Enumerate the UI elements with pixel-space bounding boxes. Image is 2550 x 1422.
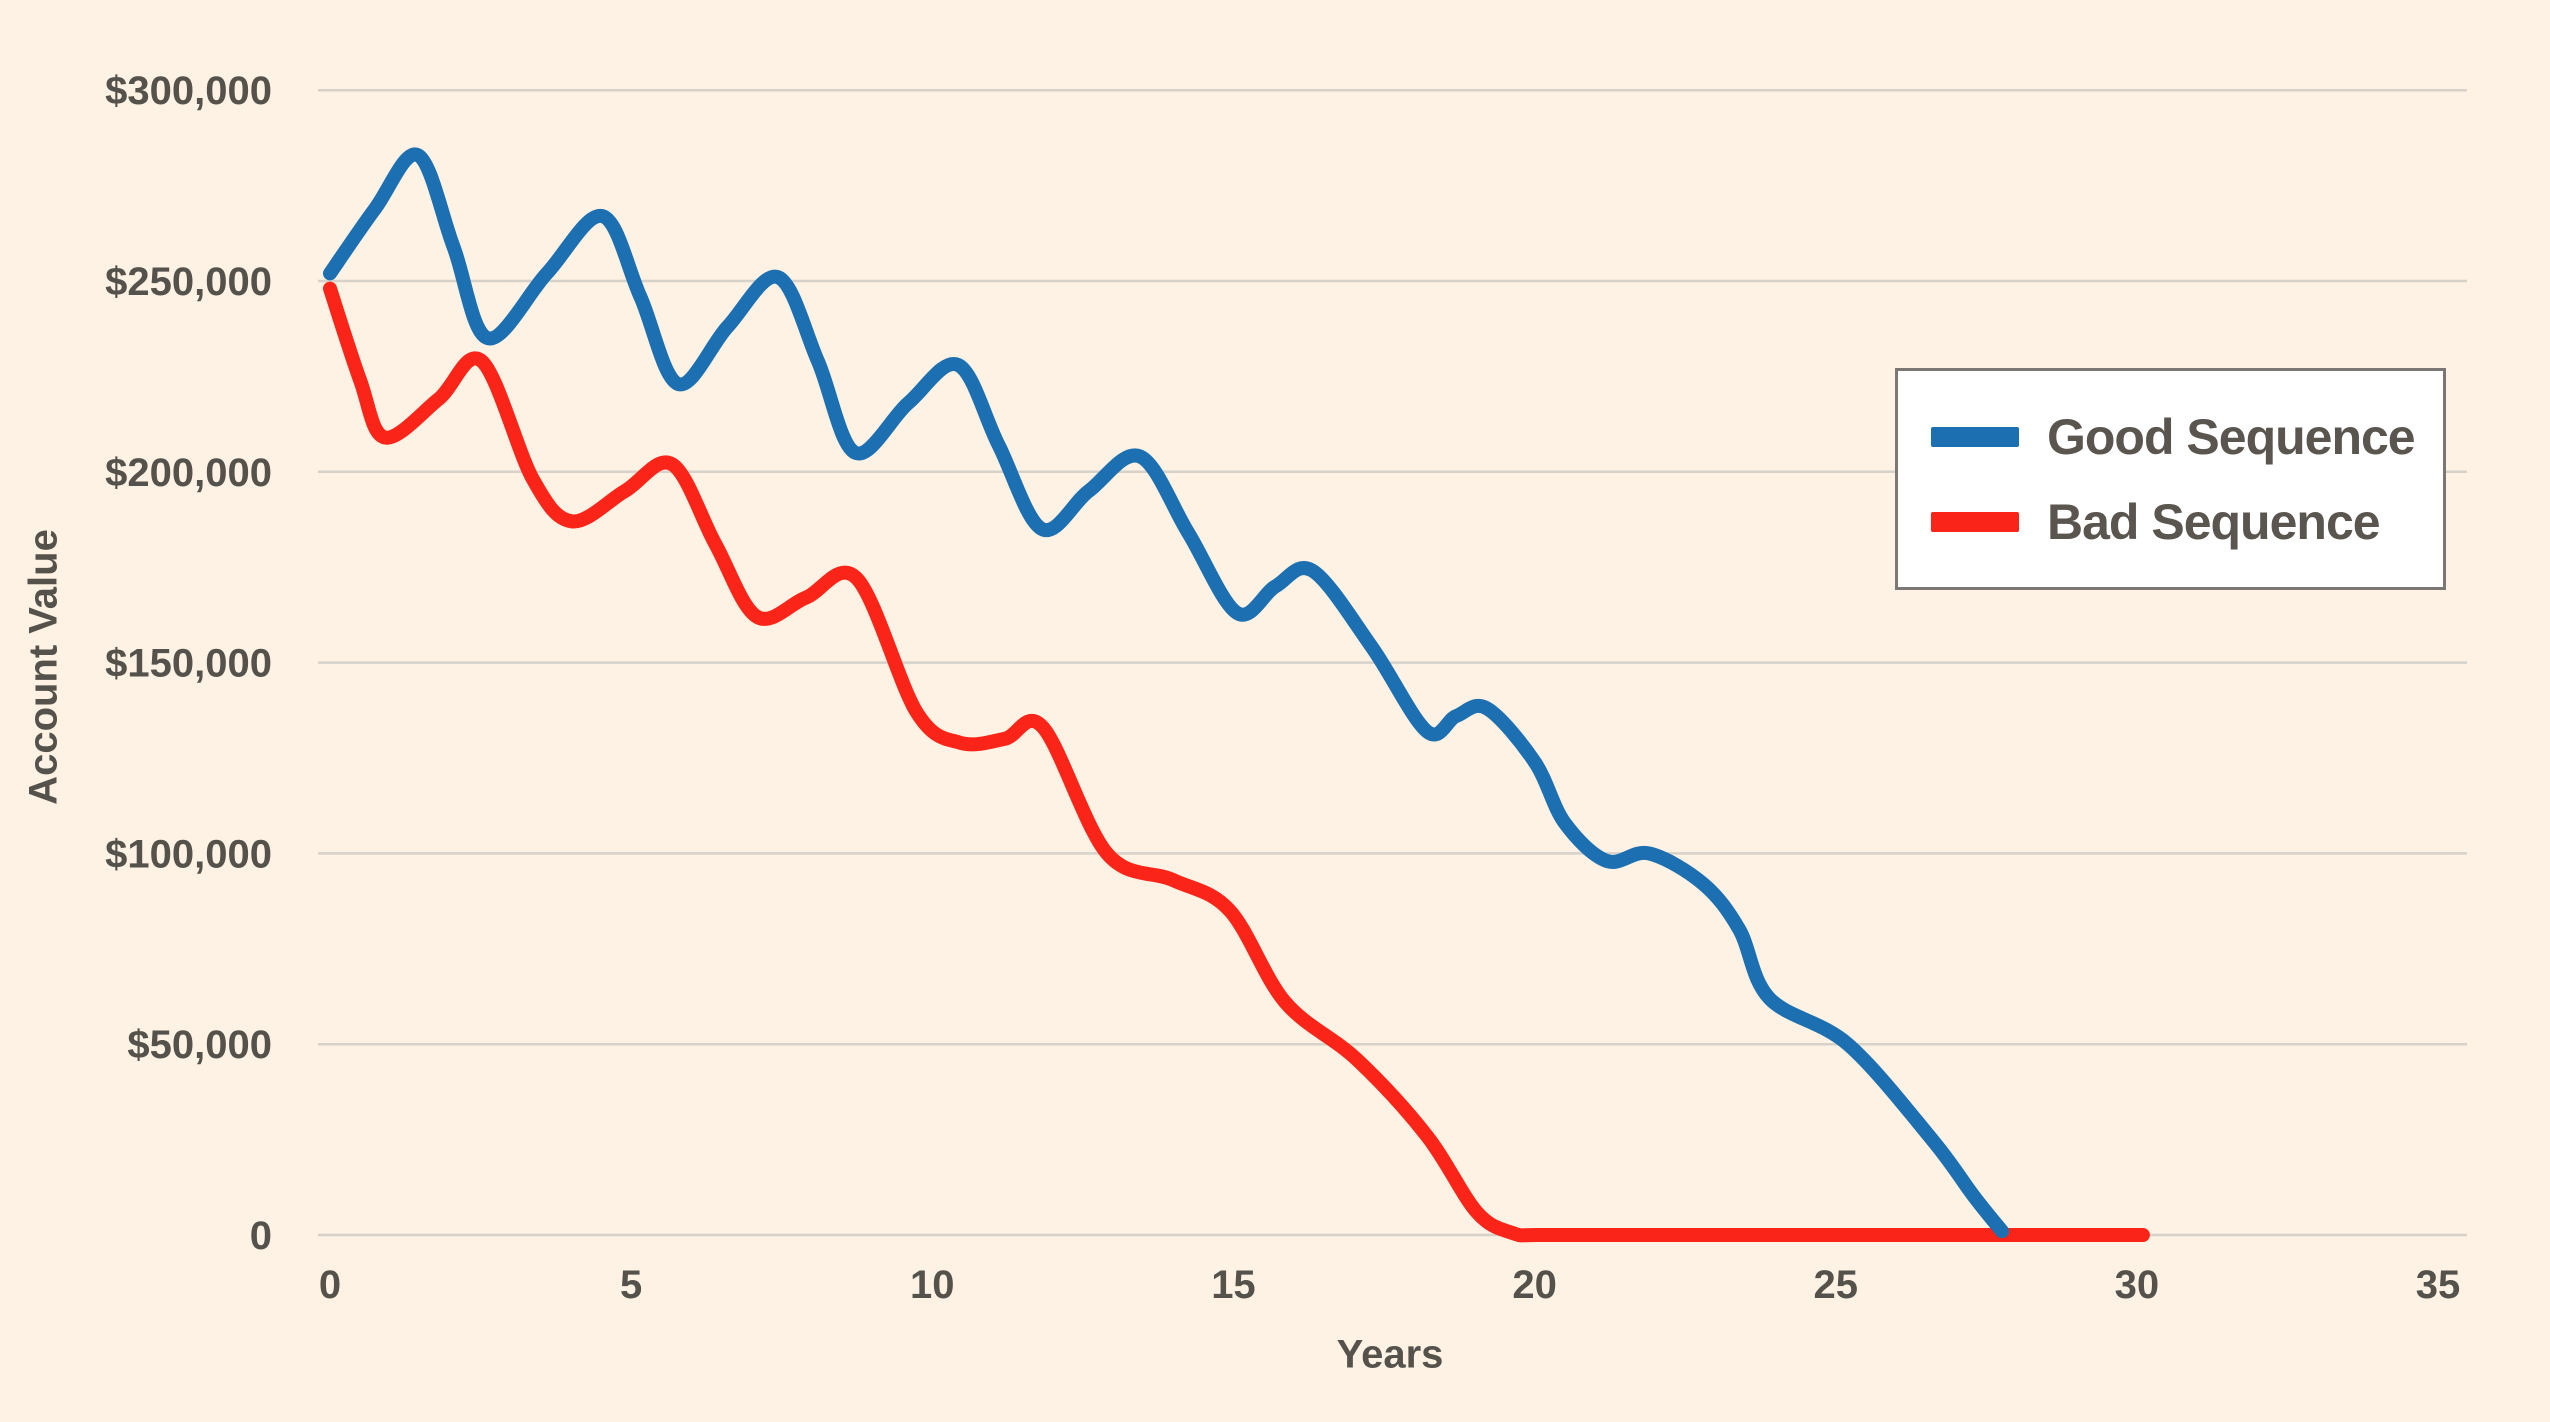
legend-entry: Good Sequence bbox=[1898, 394, 2443, 479]
legend: Good Sequence Bad Sequence bbox=[1895, 368, 2446, 590]
x-tick-label: 30 bbox=[2115, 1263, 2160, 1307]
x-tick-label: 15 bbox=[1211, 1263, 1256, 1307]
series-line-bad-sequence bbox=[323, 281, 2150, 1243]
x-tick-label: 20 bbox=[1512, 1263, 1557, 1307]
legend-label: Good Sequence bbox=[2047, 408, 2416, 465]
x-tick-label: 35 bbox=[2416, 1263, 2461, 1307]
legend-swatch-icon bbox=[1931, 511, 2019, 532]
series-lines bbox=[323, 147, 2150, 1243]
legend-swatch-icon bbox=[1931, 426, 2019, 447]
y-axis-title: Account Value bbox=[21, 529, 66, 805]
series-line-good-sequence bbox=[323, 147, 2009, 1239]
gridlines bbox=[318, 88, 2467, 1237]
x-tick-label: 5 bbox=[620, 1263, 642, 1307]
y-tick-label: 0 bbox=[250, 1214, 272, 1258]
y-tick-label: $50,000 bbox=[127, 1023, 272, 1067]
y-tick-label: $250,000 bbox=[105, 260, 272, 304]
legend-entry: Bad Sequence bbox=[1898, 479, 2443, 564]
y-tick-label: $100,000 bbox=[105, 832, 272, 876]
axis-tick-labels: $300,000 $250,000 $200,000 $150,000 $100,000… bbox=[105, 69, 2460, 1307]
legend-label: Bad Sequence bbox=[2047, 493, 2381, 550]
x-axis-title: Years bbox=[1336, 1332, 1444, 1377]
y-tick-label: $200,000 bbox=[105, 451, 272, 495]
x-tick-label: 10 bbox=[910, 1263, 955, 1307]
x-tick-label: 0 bbox=[319, 1263, 341, 1307]
x-tick-label: 25 bbox=[1814, 1263, 1859, 1307]
y-tick-label: $150,000 bbox=[105, 642, 272, 686]
y-tick-label: $300,000 bbox=[105, 69, 272, 113]
